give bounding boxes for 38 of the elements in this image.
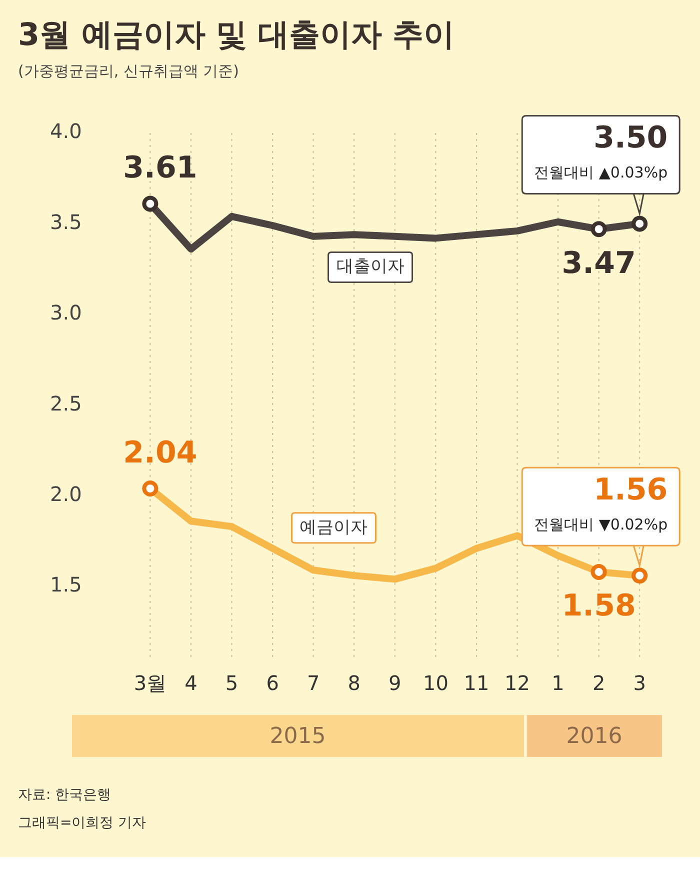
chart-subtitle: (가중평균금리, 신규취급액 기준) xyxy=(17,61,240,81)
x-tick-label: 9 xyxy=(388,671,402,696)
data-label: 2.04 xyxy=(123,435,198,470)
x-tick-label: 3 xyxy=(633,671,646,696)
data-label: 1.56 xyxy=(594,472,668,508)
x-tick-label: 10 xyxy=(422,671,448,696)
x-tick-label: 2 xyxy=(592,671,606,696)
y-tick-label: 2.5 xyxy=(50,391,82,416)
text: 2016 xyxy=(526,715,662,757)
series-label: 예금이자 xyxy=(300,517,368,538)
point xyxy=(632,216,648,232)
x-tick-label: 1 xyxy=(552,671,564,696)
annotation: 전월대비 ▼0.02%p xyxy=(534,515,668,534)
chart-title: 3월 예금이자 및 대출이자 추이 xyxy=(17,16,456,55)
x-tick-label: 8 xyxy=(348,671,360,696)
x-tick-label: 3월 xyxy=(134,671,167,696)
data-label: 3.61 xyxy=(123,150,198,186)
text: 자료: 한국은행 xyxy=(18,786,112,805)
point xyxy=(590,221,607,238)
y-tick-label: 3.5 xyxy=(50,210,82,234)
x-tick-label: 4 xyxy=(184,671,198,696)
y-tick-label: 2.0 xyxy=(50,482,82,506)
annotation: 전월대비 ▲0.03%p xyxy=(534,164,668,182)
x-tick-label: 11 xyxy=(464,671,490,696)
data-label: 3.47 xyxy=(562,246,636,281)
text: 2015 xyxy=(72,715,524,757)
x-tick-label: 5 xyxy=(225,671,238,696)
data-label: 3.50 xyxy=(594,120,668,156)
y-tick-label: 1.5 xyxy=(50,572,82,597)
data-label: 1.58 xyxy=(562,588,636,624)
x-tick-label: 6 xyxy=(266,671,279,696)
text: 그래픽=이희정 기자 xyxy=(18,814,148,833)
series-label: 대출이자 xyxy=(336,256,404,277)
x-tick-label: 7 xyxy=(306,671,320,696)
y-tick-label: 4.0 xyxy=(50,119,82,144)
y-tick-label: 3.0 xyxy=(50,300,82,325)
point xyxy=(142,196,158,212)
x-tick-label: 12 xyxy=(504,671,530,696)
